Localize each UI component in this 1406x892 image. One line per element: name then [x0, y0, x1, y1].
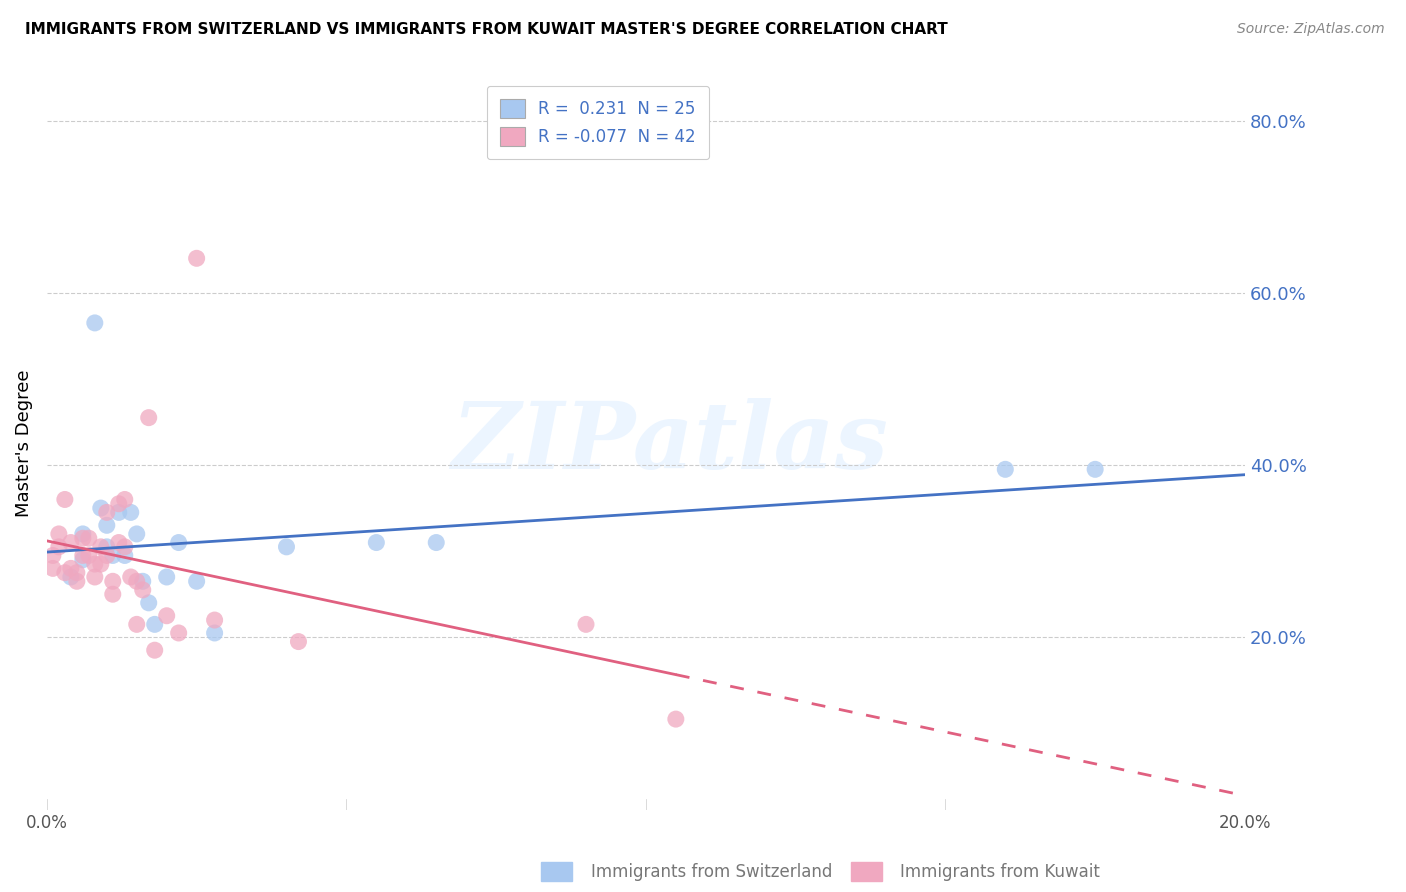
Point: [59, 535, 82, 549]
Text: Source: ZipAtlas.com: Source: ZipAtlas.com: [1237, 22, 1385, 37]
Point: [90, 557, 112, 571]
Y-axis label: Master's Degree: Master's Degree: [15, 370, 32, 517]
Point: [101, 549, 124, 563]
Point: [96, 549, 118, 563]
Point: [96, 518, 118, 533]
Point: [101, 587, 124, 601]
Point: [59, 561, 82, 575]
Point: [83, 316, 105, 330]
Point: [77, 549, 100, 563]
Point: [114, 540, 136, 554]
Point: [276, 540, 298, 554]
Point: [90, 540, 112, 554]
Point: [143, 643, 166, 657]
Text: Immigrants from Switzerland: Immigrants from Switzerland: [591, 863, 832, 881]
Point: [156, 570, 179, 584]
Point: [83, 557, 105, 571]
Point: [107, 535, 129, 549]
Point: [90, 501, 112, 516]
Point: [48, 540, 70, 554]
Point: [96, 505, 118, 519]
Point: [167, 535, 190, 549]
Point: [1084, 462, 1107, 476]
Point: [665, 712, 688, 726]
Point: [167, 626, 190, 640]
Point: [42, 549, 65, 563]
Point: [204, 626, 226, 640]
Point: [138, 596, 160, 610]
Point: [53, 566, 76, 580]
Point: [575, 617, 598, 632]
Point: [53, 492, 76, 507]
Point: [101, 574, 124, 589]
Point: [120, 505, 142, 519]
Point: [994, 462, 1017, 476]
Point: [59, 570, 82, 584]
Point: [125, 527, 148, 541]
Point: [287, 634, 309, 648]
Point: [107, 497, 129, 511]
Point: [156, 608, 179, 623]
Legend: R =  0.231  N = 25, R = -0.077  N = 42: R = 0.231 N = 25, R = -0.077 N = 42: [486, 86, 709, 160]
Point: [96, 540, 118, 554]
Point: [143, 617, 166, 632]
Text: IMMIGRANTS FROM SWITZERLAND VS IMMIGRANTS FROM KUWAIT MASTER'S DEGREE CORRELATIO: IMMIGRANTS FROM SWITZERLAND VS IMMIGRANT…: [25, 22, 948, 37]
Point: [186, 574, 208, 589]
Point: [120, 570, 142, 584]
Point: [72, 553, 94, 567]
Point: [114, 492, 136, 507]
Point: [66, 566, 89, 580]
Point: [107, 505, 129, 519]
Point: [366, 535, 388, 549]
Point: [125, 617, 148, 632]
Point: [72, 531, 94, 545]
Point: [114, 549, 136, 563]
Point: [138, 410, 160, 425]
Point: [72, 527, 94, 541]
Point: [132, 582, 155, 597]
Point: [83, 570, 105, 584]
Point: [42, 561, 65, 575]
Point: [132, 574, 155, 589]
Text: ZIPatlas: ZIPatlas: [451, 399, 889, 489]
Text: Immigrants from Kuwait: Immigrants from Kuwait: [900, 863, 1099, 881]
Point: [66, 574, 89, 589]
Point: [186, 252, 208, 266]
Point: [72, 549, 94, 563]
Point: [204, 613, 226, 627]
Point: [125, 574, 148, 589]
Point: [77, 531, 100, 545]
Point: [425, 535, 447, 549]
Point: [48, 527, 70, 541]
